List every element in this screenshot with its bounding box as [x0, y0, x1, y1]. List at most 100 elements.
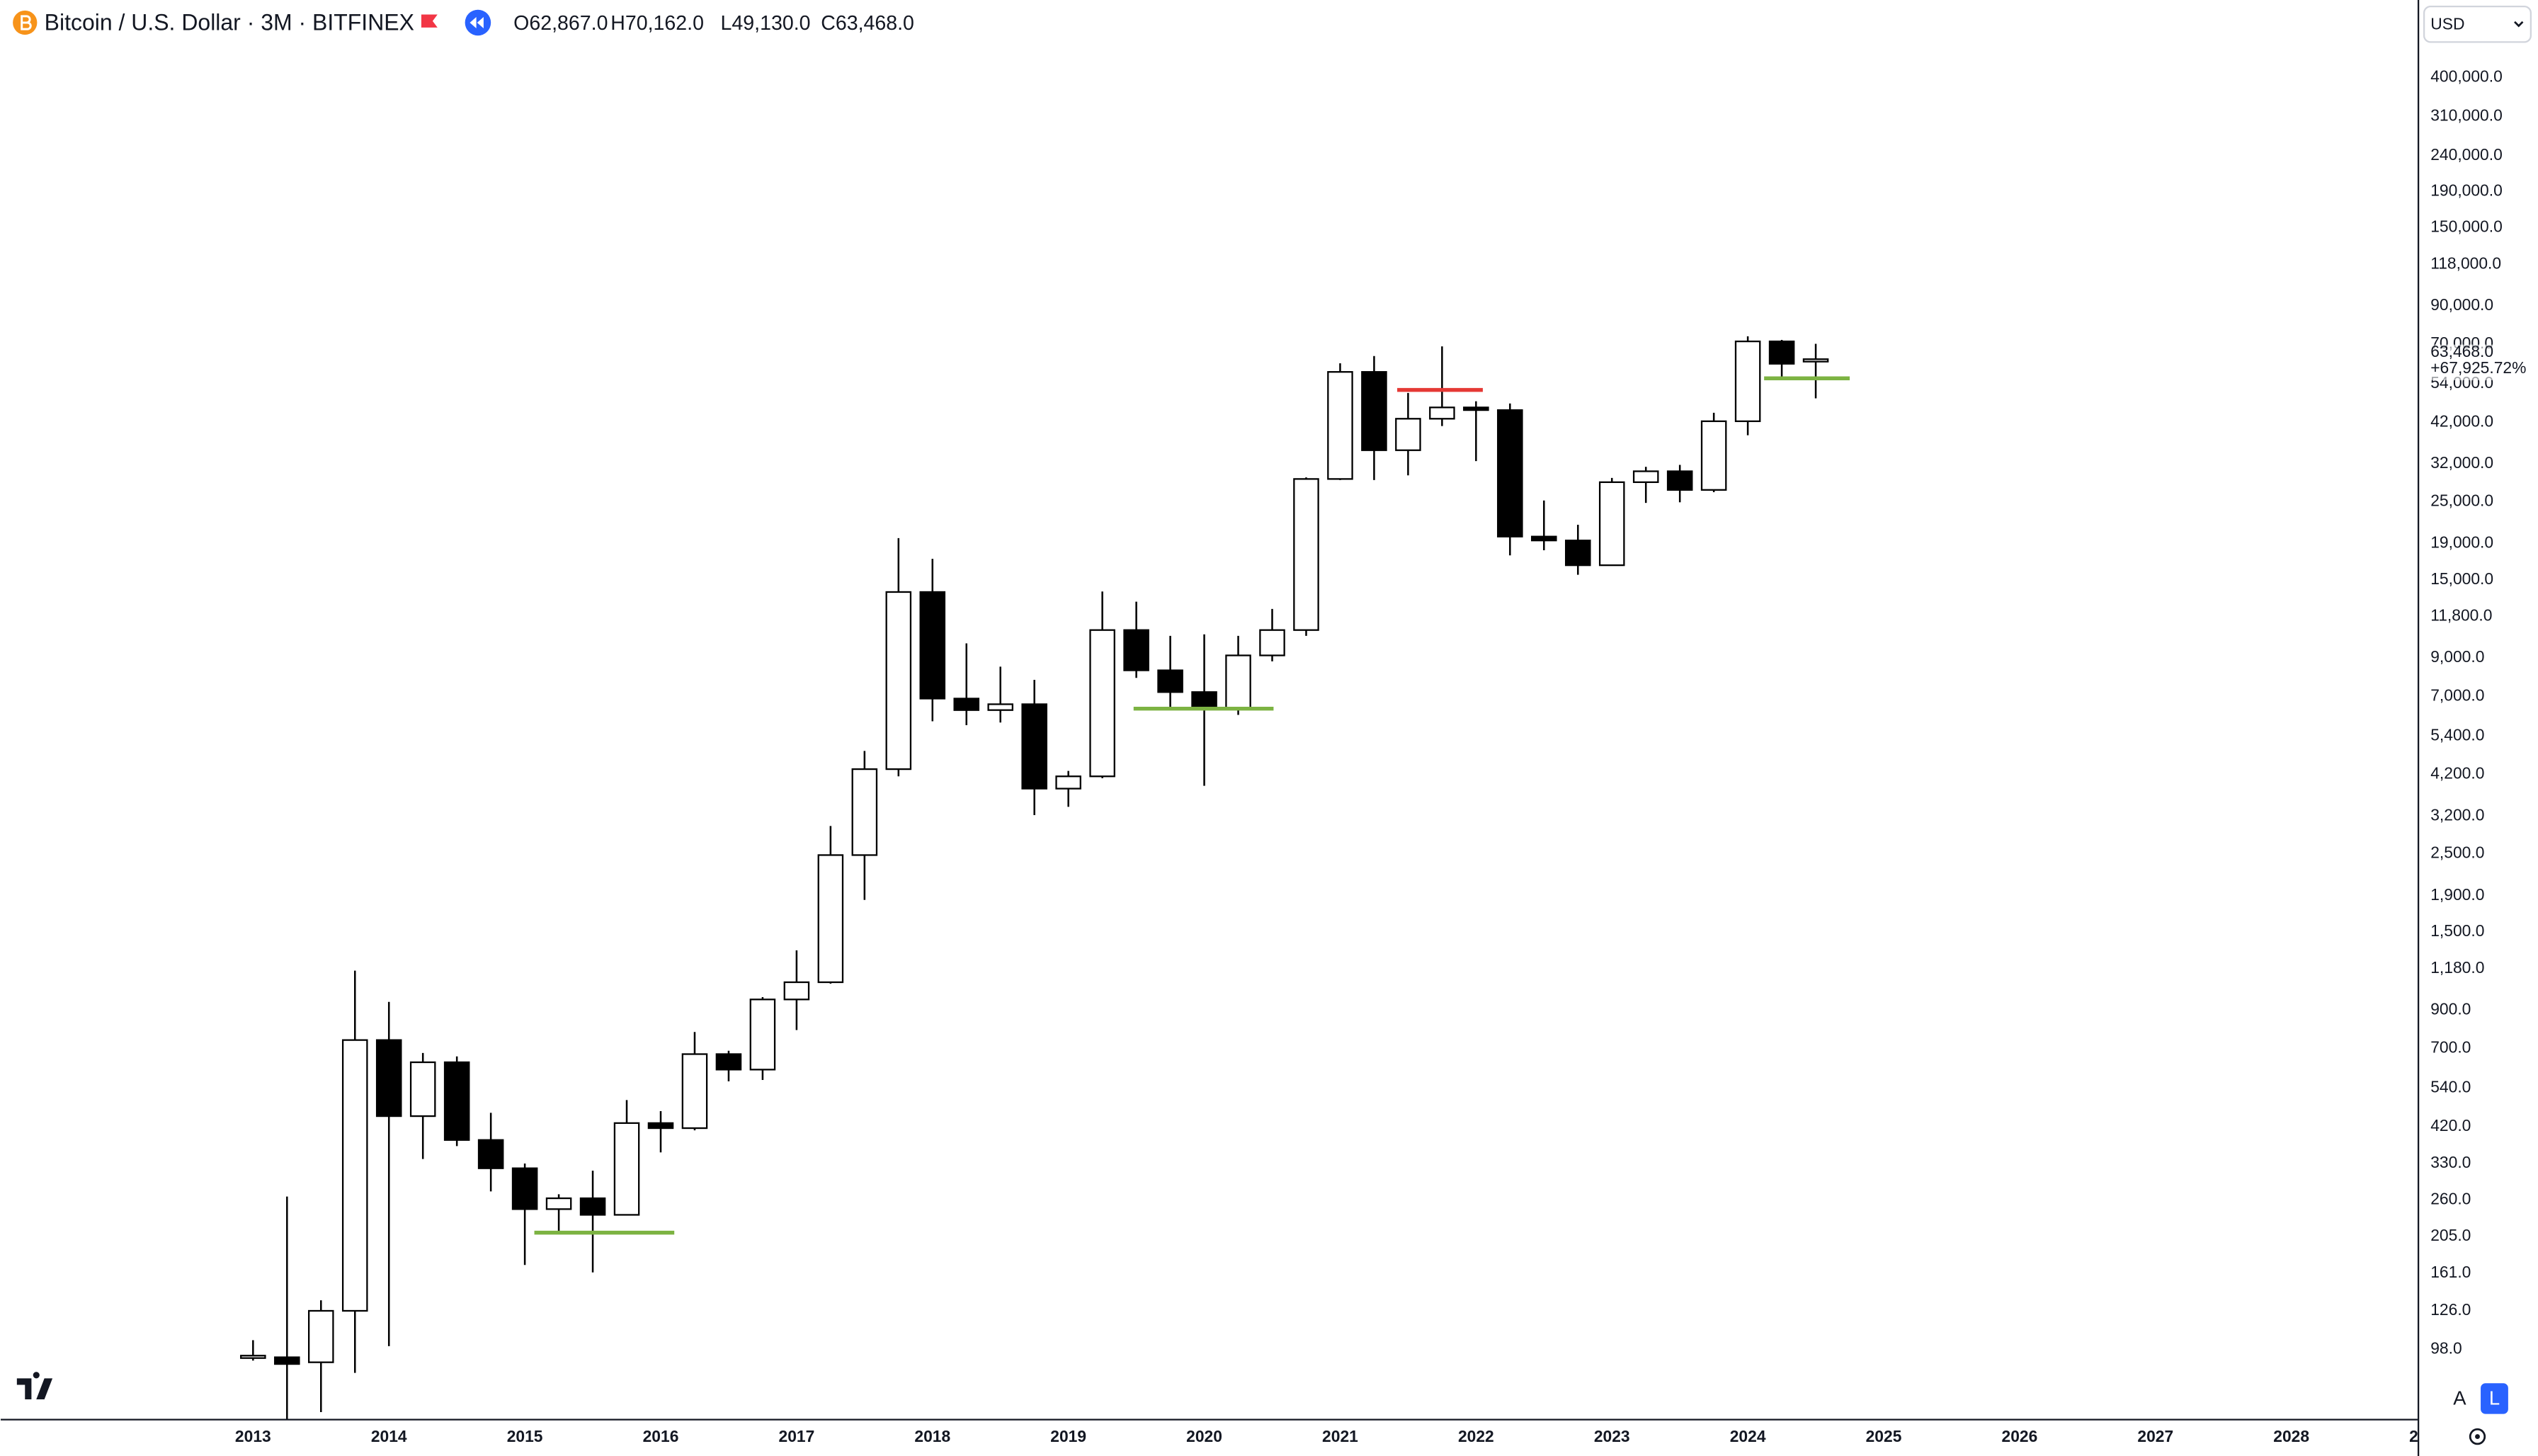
currency-label: USD [2430, 14, 2464, 33]
candle-body [240, 1355, 266, 1359]
log-scale-button[interactable] [2481, 1383, 2508, 1414]
candle-body [545, 1197, 572, 1210]
ohlc-high: H70,162.0 [610, 12, 704, 35]
settings-icon[interactable] [2469, 1428, 2486, 1445]
candle-body [783, 981, 810, 1001]
tradingview-logo[interactable] [16, 1372, 53, 1400]
y-tick-label: 700.0 [2430, 1038, 2471, 1057]
x-tick-label: 2014 [371, 1427, 407, 1445]
candle-body [1225, 654, 1251, 710]
y-tick-label: 19,000.0 [2430, 533, 2493, 552]
candle-body [1531, 535, 1557, 542]
x-tick-label: 2024 [1730, 1427, 1766, 1445]
y-tick-label: 420.0 [2430, 1116, 2471, 1134]
candle-body [1463, 406, 1489, 411]
settings-icon-center [2475, 1434, 2480, 1440]
candle-body [987, 703, 1014, 711]
candle-body [409, 1061, 436, 1117]
x-tick-label: 2018 [914, 1427, 950, 1445]
y-tick-label: 900.0 [2430, 999, 2471, 1018]
ohlc-close: C63,468.0 [821, 12, 914, 35]
x-axis: 2013 2014 2015 2016 2017 2018 2019 2020 2021 2022… [235, 1427, 2445, 1445]
x-tick-label: 2015 [507, 1427, 543, 1445]
x-tick-label: 2013 [235, 1427, 271, 1445]
flag-icon[interactable] [421, 14, 438, 28]
candle-body [681, 1053, 708, 1130]
candle-body [1395, 418, 1421, 451]
last-price-backdrop [2427, 344, 2531, 380]
candle-body [274, 1356, 300, 1365]
candle-body [308, 1309, 334, 1363]
price-axis-panel [2418, 0, 2538, 1456]
y-tick-label: 7,000.0 [2430, 686, 2484, 704]
y-tick-label: 25,000.0 [2430, 491, 2493, 509]
x-tick-label: 2025 [1866, 1427, 1902, 1445]
candle-body [375, 1039, 402, 1117]
candle-body [579, 1197, 606, 1216]
candle-body [1327, 371, 1353, 480]
symbol-title: Bitcoin / U.S. Dollar · 3M · BITFINEX [45, 10, 414, 35]
candle-body [1632, 470, 1659, 484]
x-tick-label: 2023 [1594, 1427, 1630, 1445]
x-tick-label: 2028 [2273, 1427, 2309, 1445]
x-tick-label: 2019 [1050, 1427, 1086, 1445]
x-tick-label: 2021 [1322, 1427, 1358, 1445]
candle-body [1089, 629, 1115, 778]
replay-glyph [470, 16, 484, 28]
candle-body [1157, 669, 1183, 693]
y-tick-label: 32,000.0 [2430, 453, 2493, 472]
candle-body [1734, 340, 1761, 422]
candle-body [1259, 629, 1285, 656]
y-tick-label: 15,000.0 [2430, 569, 2493, 588]
y-tick-label: 9,000.0 [2430, 647, 2484, 666]
candle-body [1361, 371, 1387, 451]
candle-body [1802, 358, 1829, 363]
candle-body [885, 591, 912, 770]
y-tick-label: 540.0 [2430, 1078, 2471, 1096]
candle-body [1768, 340, 1795, 365]
x-tick-label: 2017 [778, 1427, 814, 1445]
candle-body [1564, 540, 1591, 567]
y-tick-label: 260.0 [2430, 1190, 2471, 1208]
candle-body [1700, 420, 1727, 491]
candle-body [1598, 481, 1625, 567]
candle-body [613, 1122, 640, 1216]
log-scale-label: L [2489, 1387, 2500, 1409]
candle-body [1021, 703, 1047, 790]
y-tick-label: 3,200.0 [2430, 805, 2484, 824]
coin-glyph [21, 15, 32, 30]
candle-body [1429, 406, 1455, 420]
change-label: +67,925.72% [2430, 358, 2526, 377]
candle-body [477, 1139, 504, 1169]
y-axis: 400,000.0 310,000.0 240,000.0 190,000.0 150,… [2427, 67, 2531, 1357]
candle-body [1666, 470, 1693, 491]
y-tick-label: 330.0 [2430, 1153, 2471, 1171]
candle-body [715, 1053, 742, 1071]
y-tick-label: 1,500.0 [2430, 921, 2484, 940]
y-tick-label: 4,200.0 [2430, 764, 2484, 783]
candle-body [817, 854, 844, 984]
x-tick-label: 2020 [1186, 1427, 1222, 1445]
y-tick-label: 126.0 [2430, 1300, 2471, 1319]
y-tick-label: 1,900.0 [2430, 885, 2484, 904]
candle-body [851, 768, 878, 856]
y-tick-label: 2,500.0 [2430, 843, 2484, 862]
candle-body [647, 1122, 674, 1130]
y-tick-label: 98.0 [2430, 1338, 2462, 1357]
y-tick-label: 240,000.0 [2430, 145, 2503, 164]
y-tick-label: 5,400.0 [2430, 725, 2484, 744]
candle-body [1293, 478, 1319, 631]
dropdown-chevron [2514, 21, 2524, 28]
y-tick-label: 190,000.0 [2430, 181, 2503, 199]
currency-dropdown[interactable] [2423, 5, 2532, 43]
y-tick-label: 400,000.0 [2430, 67, 2503, 86]
candle-body [749, 999, 776, 1071]
y-tick-label: 42,000.0 [2430, 411, 2493, 430]
auto-scale-button[interactable]: A [2453, 1387, 2466, 1409]
y-tick-label: 118,000.0 [2430, 254, 2501, 272]
x-tick-label: 2027 [2137, 1427, 2173, 1445]
plot-area [240, 336, 1850, 1419]
